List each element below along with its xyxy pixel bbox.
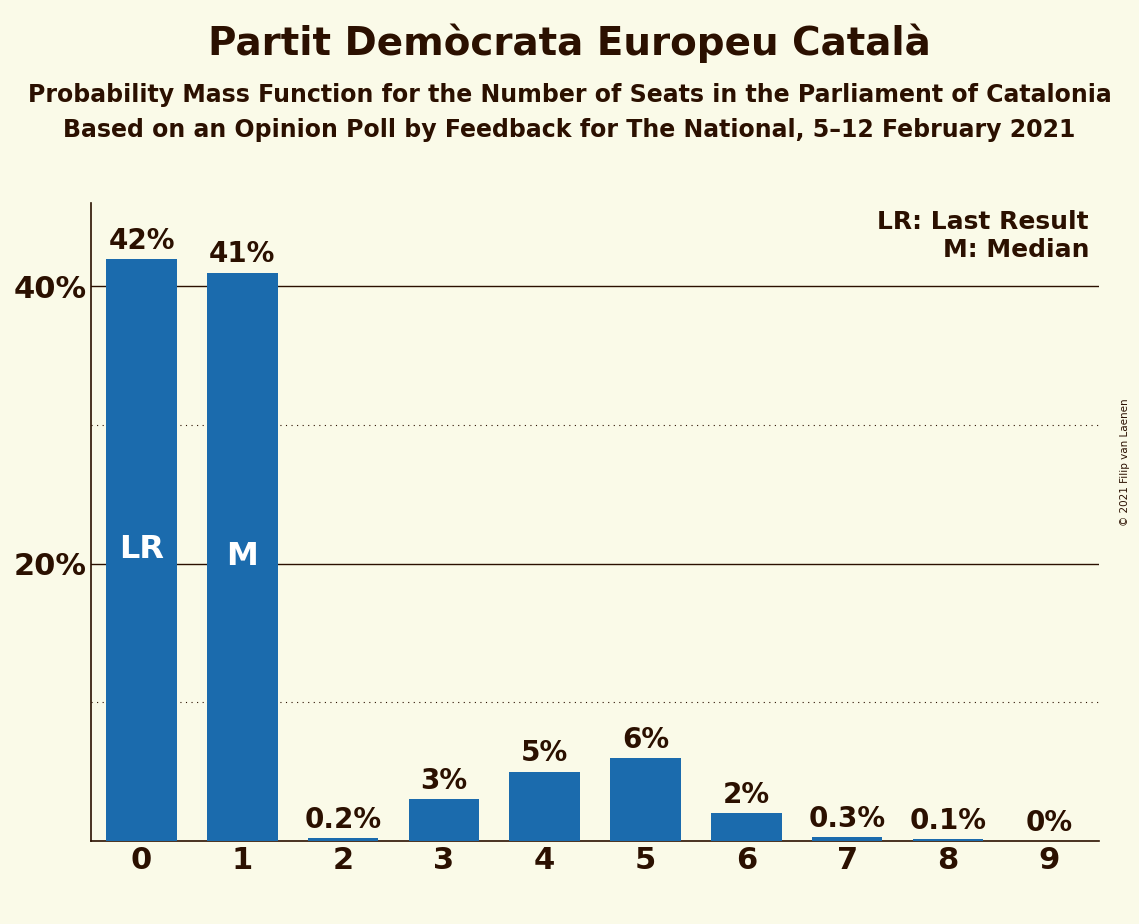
Bar (409, 799, 480, 841)
Text: 3%: 3% (420, 767, 467, 795)
Text: LR: Last Result: LR: Last Result (877, 211, 1089, 234)
Bar (308, 838, 378, 841)
Text: 0.3%: 0.3% (809, 805, 886, 833)
Text: 2%: 2% (723, 781, 770, 809)
Text: M: M (227, 541, 259, 572)
Text: 0%: 0% (1025, 808, 1072, 837)
Text: 5%: 5% (522, 739, 568, 767)
Bar (207, 273, 278, 841)
Bar (611, 758, 681, 841)
Bar (912, 840, 983, 841)
Bar (509, 772, 580, 841)
Text: Partit Demòcrata Europeu Català: Partit Demòcrata Europeu Català (208, 23, 931, 63)
Text: 41%: 41% (210, 240, 276, 268)
Text: © 2021 Filip van Laenen: © 2021 Filip van Laenen (1121, 398, 1130, 526)
Text: 0.2%: 0.2% (304, 806, 382, 834)
Text: Probability Mass Function for the Number of Seats in the Parliament of Catalonia: Probability Mass Function for the Number… (27, 83, 1112, 107)
Bar (711, 813, 781, 841)
Bar (106, 259, 177, 841)
Text: Based on an Opinion Poll by Feedback for The National, 5–12 February 2021: Based on an Opinion Poll by Feedback for… (64, 118, 1075, 142)
Text: M: Median: M: Median (943, 238, 1089, 261)
Text: LR: LR (118, 534, 164, 565)
Text: 42%: 42% (108, 226, 174, 254)
Bar (812, 837, 883, 841)
Text: 0.1%: 0.1% (909, 808, 986, 835)
Text: 6%: 6% (622, 725, 669, 754)
